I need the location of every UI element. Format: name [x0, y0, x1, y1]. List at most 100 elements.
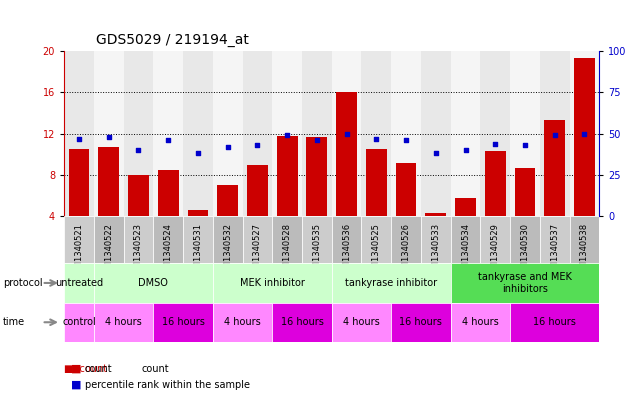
- Bar: [362, 51, 391, 216]
- Point: [342, 130, 352, 137]
- Point: [253, 142, 263, 148]
- Bar: [98, 147, 119, 216]
- Point: [371, 136, 381, 142]
- Bar: [242, 216, 272, 263]
- Bar: [332, 303, 391, 342]
- Text: 4 hours: 4 hours: [462, 317, 499, 327]
- Point: [520, 142, 530, 148]
- Bar: [94, 303, 153, 342]
- Bar: [336, 92, 357, 216]
- Bar: [421, 216, 451, 263]
- Point: [579, 130, 590, 137]
- Bar: [451, 303, 510, 342]
- Point: [222, 144, 233, 150]
- Bar: [540, 216, 570, 263]
- Bar: [272, 51, 302, 216]
- Bar: [272, 303, 332, 342]
- Bar: [217, 185, 238, 216]
- Bar: [362, 216, 391, 263]
- Bar: [480, 216, 510, 263]
- Bar: [332, 216, 362, 263]
- Bar: [188, 210, 208, 216]
- Point: [431, 150, 441, 156]
- Bar: [451, 51, 480, 216]
- Bar: [451, 216, 480, 263]
- Bar: [455, 198, 476, 216]
- Text: GDS5029 / 219194_at: GDS5029 / 219194_at: [96, 33, 249, 47]
- Text: untreated: untreated: [55, 278, 103, 288]
- Text: DMSO: DMSO: [138, 278, 168, 288]
- Point: [490, 140, 501, 147]
- Bar: [183, 51, 213, 216]
- Bar: [69, 149, 89, 216]
- Text: percentile rank within the sample: percentile rank within the sample: [85, 380, 249, 390]
- Bar: [515, 168, 535, 216]
- Bar: [183, 216, 213, 263]
- Bar: [242, 51, 272, 216]
- Text: control: control: [62, 317, 96, 327]
- Bar: [302, 51, 332, 216]
- Bar: [451, 263, 599, 303]
- Bar: [128, 175, 149, 216]
- Bar: [153, 51, 183, 216]
- Bar: [94, 51, 124, 216]
- Point: [104, 134, 114, 140]
- Point: [133, 147, 144, 153]
- Text: time: time: [3, 317, 26, 327]
- Bar: [306, 137, 328, 216]
- Text: 4 hours: 4 hours: [105, 317, 142, 327]
- Text: GSM1340535: GSM1340535: [312, 223, 321, 279]
- Bar: [510, 51, 540, 216]
- Text: tankyrase and MEK
inhibitors: tankyrase and MEK inhibitors: [478, 272, 572, 294]
- Text: GSM1340531: GSM1340531: [194, 223, 203, 279]
- Text: GSM1340524: GSM1340524: [163, 223, 172, 279]
- Bar: [395, 163, 417, 216]
- Bar: [213, 216, 242, 263]
- Text: GSM1340537: GSM1340537: [550, 223, 559, 279]
- Text: GSM1340528: GSM1340528: [283, 223, 292, 279]
- Text: GSM1340532: GSM1340532: [223, 223, 232, 279]
- Bar: [391, 51, 421, 216]
- Point: [163, 137, 173, 143]
- Text: 4 hours: 4 hours: [343, 317, 380, 327]
- Bar: [391, 303, 451, 342]
- Bar: [570, 51, 599, 216]
- Text: GSM1340522: GSM1340522: [104, 223, 113, 279]
- Point: [401, 137, 411, 143]
- Bar: [247, 165, 268, 216]
- Point: [460, 147, 470, 153]
- Bar: [510, 303, 599, 342]
- Text: GSM1340529: GSM1340529: [491, 223, 500, 279]
- Text: count: count: [85, 364, 112, 374]
- Bar: [64, 263, 94, 303]
- Bar: [332, 263, 451, 303]
- Bar: [485, 151, 506, 216]
- Text: protocol: protocol: [3, 278, 43, 288]
- Bar: [426, 213, 446, 216]
- Text: GSM1340530: GSM1340530: [520, 223, 529, 279]
- Text: GSM1340525: GSM1340525: [372, 223, 381, 279]
- Bar: [153, 216, 183, 263]
- Text: GSM1340536: GSM1340536: [342, 223, 351, 279]
- Bar: [366, 149, 387, 216]
- Bar: [64, 51, 94, 216]
- Point: [549, 132, 560, 138]
- Text: 16 hours: 16 hours: [533, 317, 576, 327]
- Point: [193, 150, 203, 156]
- Bar: [277, 136, 297, 216]
- Bar: [158, 170, 179, 216]
- Text: MEK inhibitor: MEK inhibitor: [240, 278, 304, 288]
- Bar: [480, 51, 510, 216]
- Bar: [302, 216, 332, 263]
- Bar: [574, 58, 595, 216]
- Point: [74, 136, 84, 142]
- Bar: [213, 303, 272, 342]
- Bar: [570, 216, 599, 263]
- Bar: [332, 51, 362, 216]
- Text: ■  count: ■ count: [64, 364, 107, 375]
- Text: ■: ■: [71, 380, 81, 390]
- Text: 16 hours: 16 hours: [399, 317, 442, 327]
- Bar: [153, 303, 213, 342]
- Bar: [124, 216, 153, 263]
- Bar: [421, 51, 451, 216]
